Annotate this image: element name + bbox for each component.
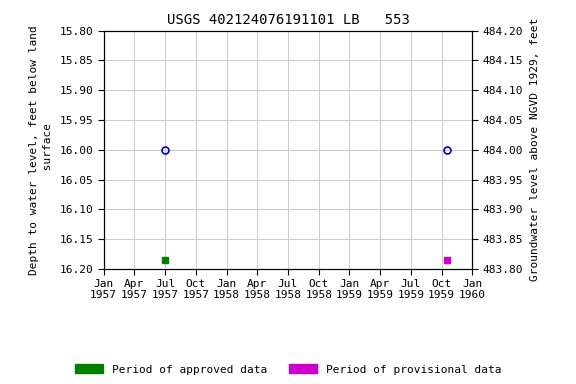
- Y-axis label: Depth to water level, feet below land
 surface: Depth to water level, feet below land su…: [29, 25, 52, 275]
- Title: USGS 402124076191101 LB   553: USGS 402124076191101 LB 553: [166, 13, 410, 27]
- Y-axis label: Groundwater level above NGVD 1929, feet: Groundwater level above NGVD 1929, feet: [530, 18, 540, 281]
- Legend: Period of approved data, Period of provisional data: Period of approved data, Period of provi…: [75, 364, 501, 375]
